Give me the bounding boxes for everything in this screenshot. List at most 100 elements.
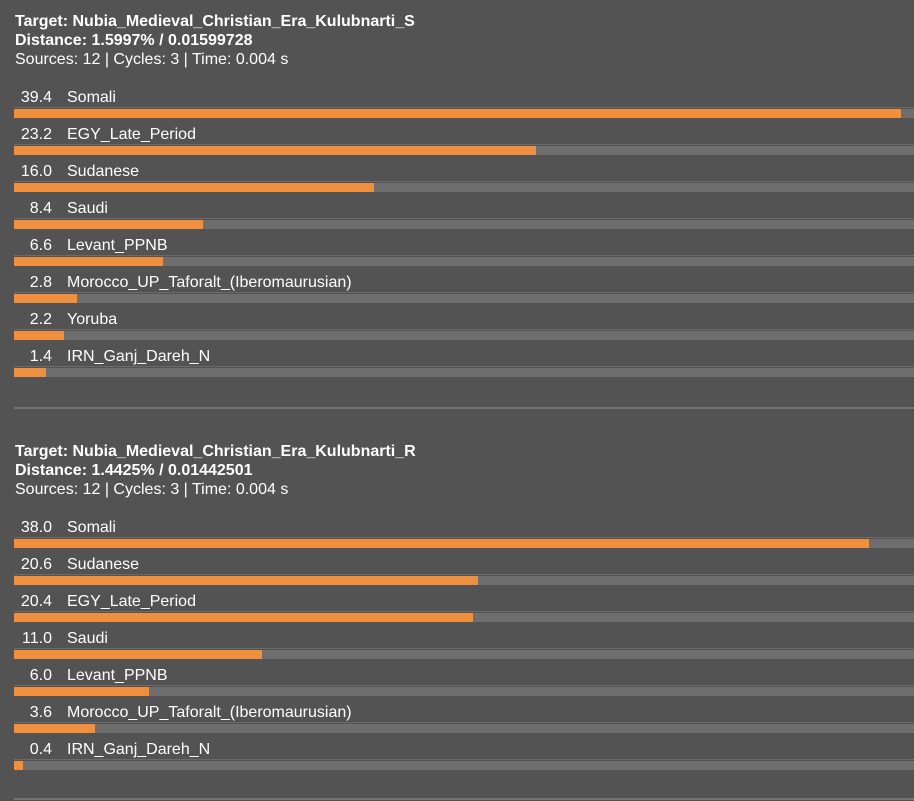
- section-divider: [14, 407, 914, 409]
- bar-fill: [14, 183, 374, 192]
- bar-track: [14, 539, 914, 548]
- source-label: EGY_Late_Period: [67, 126, 196, 143]
- row-separator: [14, 574, 914, 575]
- source-percent: 23.2: [20, 126, 52, 143]
- bar-fill: [14, 146, 536, 155]
- row-separator: [14, 759, 914, 760]
- source-percent: 2.2: [29, 311, 52, 328]
- source-label: Yoruba: [67, 311, 118, 328]
- source-percent: 8.4: [29, 200, 52, 217]
- bar-track: [14, 576, 914, 585]
- bar-fill: [14, 220, 203, 229]
- source-label: Saudi: [67, 630, 108, 647]
- bar-fill: [14, 331, 64, 340]
- source-percent: 38.0: [20, 519, 52, 536]
- source-row: 1.4 IRN_Ganj_Dareh_N: [0, 342, 914, 379]
- row-separator: [14, 611, 914, 612]
- source-label: Morocco_UP_Taforalt_(Iberomaurusian): [67, 274, 352, 291]
- source-row: 20.4 EGY_Late_Period: [0, 587, 914, 624]
- row-separator: [14, 181, 914, 182]
- source-label: Levant_PPNB: [67, 667, 168, 684]
- source-percent: 39.4: [20, 89, 52, 106]
- source-percent: 6.0: [29, 667, 52, 684]
- source-row: 0.4 IRN_Ganj_Dareh_N: [0, 735, 914, 772]
- source-row: 20.6 Sudanese: [0, 550, 914, 587]
- bar-track: [14, 146, 914, 155]
- source-list: 38.0 Somali 20.6 Sudanese 20.4 EGY_Late_…: [0, 513, 914, 772]
- result-block: Target: Nubia_Medieval_Christian_Era_Kul…: [0, 442, 914, 772]
- row-separator: [14, 218, 914, 219]
- target-title: Target: Nubia_Medieval_Christian_Era_Kul…: [15, 443, 416, 460]
- section-divider: [14, 798, 914, 800]
- bar-fill: [14, 539, 869, 548]
- source-percent: 6.6: [29, 237, 52, 254]
- source-percent: 20.6: [20, 556, 52, 573]
- bar-fill: [14, 294, 77, 303]
- source-label: IRN_Ganj_Dareh_N: [67, 741, 211, 758]
- distance-text: Distance: 1.5997% / 0.01599728: [15, 32, 253, 49]
- source-percent: 20.4: [20, 593, 52, 610]
- source-list: 39.4 Somali 23.2 EGY_Late_Period 16.0 Su…: [0, 83, 914, 379]
- source-percent: 11.0: [22, 630, 52, 647]
- bar-track: [14, 331, 914, 340]
- run-meta-text: Sources: 12 | Cycles: 3 | Time: 0.004 s: [15, 51, 289, 68]
- bar-fill: [14, 687, 149, 696]
- bar-fill: [14, 613, 473, 622]
- source-row: 16.0 Sudanese: [0, 157, 914, 194]
- source-label: Somali: [67, 89, 116, 106]
- source-percent: 1.4: [29, 348, 52, 365]
- bar-fill: [14, 368, 46, 377]
- source-row: 11.0 Saudi: [0, 624, 914, 661]
- source-row: 23.2 EGY_Late_Period: [0, 120, 914, 157]
- result-header: Target: Nubia_Medieval_Christian_Era_Kul…: [0, 442, 914, 499]
- row-separator: [14, 255, 914, 256]
- bar-track: [14, 368, 914, 377]
- row-separator: [14, 685, 914, 686]
- row-separator: [14, 722, 914, 723]
- source-percent: 3.6: [29, 704, 52, 721]
- source-row: 8.4 Saudi: [0, 194, 914, 231]
- source-row: 38.0 Somali: [0, 513, 914, 550]
- source-percent: 2.8: [29, 274, 52, 291]
- target-title: Target: Nubia_Medieval_Christian_Era_Kul…: [15, 13, 415, 30]
- result-header: Target: Nubia_Medieval_Christian_Era_Kul…: [0, 12, 914, 69]
- bar-fill: [14, 761, 23, 770]
- row-separator: [14, 648, 914, 649]
- bar-fill: [14, 109, 901, 118]
- bar-track: [14, 183, 914, 192]
- bar-track: [14, 687, 914, 696]
- run-meta-text: Sources: 12 | Cycles: 3 | Time: 0.004 s: [15, 481, 289, 498]
- bar-track: [14, 724, 914, 733]
- source-row: 2.8 Morocco_UP_Taforalt_(Iberomaurusian): [0, 268, 914, 305]
- bar-track: [14, 109, 914, 118]
- source-percent: 16.0: [20, 163, 52, 180]
- source-label: IRN_Ganj_Dareh_N: [67, 348, 211, 365]
- bar-track: [14, 761, 914, 770]
- source-percent: 0.4: [29, 741, 52, 758]
- bar-track: [14, 650, 914, 659]
- bar-track: [14, 220, 914, 229]
- row-separator: [14, 366, 914, 367]
- row-separator: [14, 537, 914, 538]
- source-label: Morocco_UP_Taforalt_(Iberomaurusian): [67, 704, 352, 721]
- source-label: Saudi: [67, 200, 108, 217]
- source-row: 39.4 Somali: [0, 83, 914, 120]
- bar-fill: [14, 257, 163, 266]
- source-label: Levant_PPNB: [67, 237, 168, 254]
- bar-fill: [14, 576, 478, 585]
- source-label: EGY_Late_Period: [67, 593, 196, 610]
- bar-track: [14, 613, 914, 622]
- source-label: Somali: [67, 519, 116, 536]
- bar-track: [14, 257, 914, 266]
- source-row: 3.6 Morocco_UP_Taforalt_(Iberomaurusian): [0, 698, 914, 735]
- source-row: 2.2 Yoruba: [0, 305, 914, 342]
- bar-fill: [14, 650, 262, 659]
- source-row: 6.0 Levant_PPNB: [0, 661, 914, 698]
- row-separator: [14, 144, 914, 145]
- row-separator: [14, 329, 914, 330]
- source-label: Sudanese: [67, 556, 140, 573]
- bar-fill: [14, 724, 95, 733]
- source-row: 6.6 Levant_PPNB: [0, 231, 914, 268]
- source-label: Sudanese: [67, 163, 140, 180]
